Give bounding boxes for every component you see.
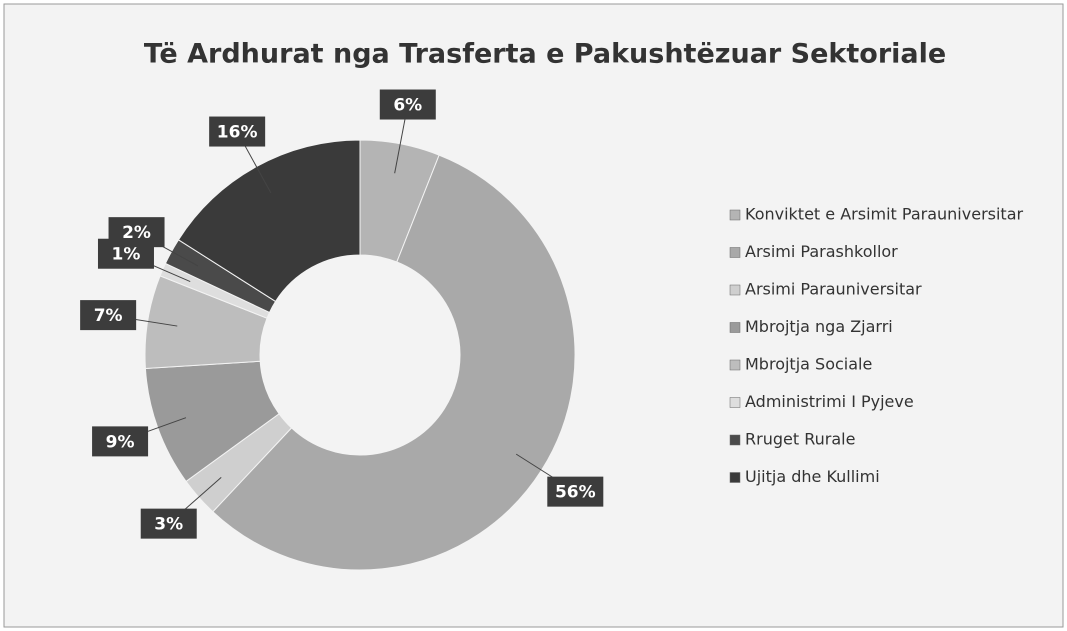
data-label: 3%	[154, 515, 183, 535]
label-box	[140, 508, 197, 539]
legend-text: Administrimi I Pyjeve	[745, 392, 914, 411]
donut-segment	[212, 154, 576, 571]
label-box	[209, 116, 266, 147]
legend-text: Mbrojtja nga Zjarri	[745, 317, 893, 336]
legend-text: Ujitja dhe Kullimi	[745, 467, 880, 486]
data-label: 7%	[94, 306, 123, 326]
legend-text: Mbrojtja Sociale	[745, 355, 872, 374]
legend-swatch	[729, 472, 741, 483]
label-box	[92, 426, 149, 457]
data-label: 16%	[217, 123, 258, 143]
legend-swatch	[729, 209, 741, 221]
data-label: 1%	[112, 245, 141, 265]
chart-title: Të Ardhurat nga Trasferta e Pakushtëzuar…	[144, 39, 946, 70]
label-box	[547, 476, 604, 507]
legend-swatch	[729, 434, 741, 446]
data-label: 2%	[122, 223, 151, 243]
data-label: 9%	[106, 432, 135, 452]
legend-swatch	[729, 247, 741, 258]
data-label: 56%	[555, 483, 596, 503]
legend-text: Rruget Rurale	[745, 430, 855, 449]
legend-text: Arsimi Parashkollor	[745, 242, 898, 261]
legend-swatch	[729, 359, 741, 371]
label-box	[80, 300, 137, 331]
legend-text: Konviktet e Arsimit Parauniversitar	[745, 205, 1024, 224]
data-label: 6%	[393, 96, 422, 116]
legend-swatch	[729, 397, 741, 408]
legend-swatch	[729, 284, 741, 296]
legend-swatch	[729, 322, 741, 333]
label-box	[379, 89, 436, 120]
legend-text: Arsimi Parauniversitar	[745, 280, 922, 299]
donut-segment	[177, 139, 361, 303]
label-box	[108, 217, 165, 248]
